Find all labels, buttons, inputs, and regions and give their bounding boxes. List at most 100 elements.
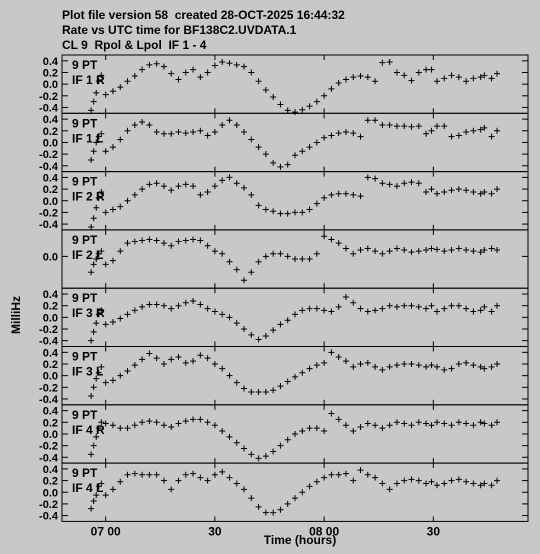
data-point (364, 420, 371, 427)
data-point (313, 362, 320, 369)
data-point (168, 187, 175, 194)
data-point (357, 467, 364, 474)
data-point (350, 477, 357, 484)
data-point (255, 258, 262, 265)
data-point (463, 478, 470, 485)
panel-frame (61, 112, 529, 173)
data-point (379, 366, 386, 373)
data-point (463, 359, 470, 366)
data-point (463, 128, 470, 135)
data-point (448, 302, 455, 309)
y-tick-label: 0.0 (43, 487, 58, 499)
panel-label-points: 9 PT (72, 408, 98, 422)
data-point (481, 189, 488, 196)
data-point (277, 250, 284, 257)
y-tick-label: 0.4 (43, 56, 59, 68)
data-point (335, 190, 342, 197)
data-point (270, 208, 277, 215)
data-point (190, 358, 197, 365)
data-point (441, 248, 448, 255)
data-point (299, 489, 306, 496)
data-point (448, 365, 455, 372)
data-point (284, 161, 291, 168)
data-point (102, 261, 109, 268)
data-point (342, 190, 349, 197)
data-point (262, 206, 269, 213)
data-point (131, 72, 138, 79)
data-point (284, 436, 291, 443)
data-point (88, 337, 95, 344)
data-point (408, 422, 415, 429)
data-point (109, 319, 116, 326)
y-tick-label: -0.2 (39, 382, 58, 394)
data-point (364, 245, 371, 252)
data-point (335, 303, 342, 310)
data-point (277, 210, 284, 217)
data-point (90, 442, 97, 449)
data-point (190, 416, 197, 423)
data-point (153, 128, 160, 135)
plot-header-version: Plot file version 58 created 28-OCT-2025… (62, 8, 345, 22)
data-point (95, 78, 102, 85)
data-point (88, 393, 95, 400)
data-point (211, 471, 218, 478)
data-point (441, 75, 448, 82)
data-point (93, 375, 100, 382)
data-point (190, 236, 197, 243)
data-point (379, 180, 386, 187)
data-point (292, 495, 298, 502)
data-point (415, 477, 422, 484)
data-point (401, 180, 408, 187)
data-point (95, 194, 102, 201)
y-tick-label: 0.2 (43, 359, 58, 371)
data-point (386, 181, 393, 188)
data-point (306, 425, 313, 432)
data-point (241, 486, 248, 493)
data-point (342, 245, 349, 252)
data-point (124, 197, 131, 204)
panel-label-points: 9 PT (72, 350, 98, 364)
data-point (102, 379, 109, 386)
data-point (386, 363, 393, 370)
data-point (481, 247, 488, 254)
y-tick-label: -0.2 (39, 91, 58, 103)
data-point (255, 144, 262, 151)
data-point (131, 470, 138, 477)
data-point (93, 139, 100, 146)
data-point (139, 66, 146, 73)
data-point (153, 355, 160, 362)
data-point (328, 471, 335, 478)
data-point (117, 203, 124, 210)
data-point (470, 127, 477, 134)
data-point (393, 303, 400, 310)
data-point (226, 433, 233, 440)
y-tick-label: 0.2 (43, 67, 58, 79)
y-tick-label: -0.4 (39, 452, 59, 464)
data-point (481, 124, 488, 131)
data-point (88, 107, 95, 114)
data-point (98, 480, 105, 487)
data-point (175, 128, 182, 135)
data-point (262, 151, 269, 158)
data-point (393, 419, 400, 426)
data-point (477, 307, 484, 314)
data-point (124, 127, 131, 134)
data-point (88, 156, 95, 163)
data-point (226, 117, 233, 124)
data-point (306, 365, 313, 372)
data-point (95, 133, 102, 140)
y-tick-label: 0.4 (43, 406, 59, 418)
data-point (109, 377, 116, 384)
data-point (248, 495, 255, 502)
data-point (433, 123, 440, 130)
data-point (455, 302, 462, 309)
data-point (197, 416, 204, 423)
data-point (455, 360, 462, 367)
data-point (93, 204, 100, 211)
data-point (262, 333, 269, 340)
data-point (117, 136, 124, 143)
data-point (335, 240, 342, 247)
